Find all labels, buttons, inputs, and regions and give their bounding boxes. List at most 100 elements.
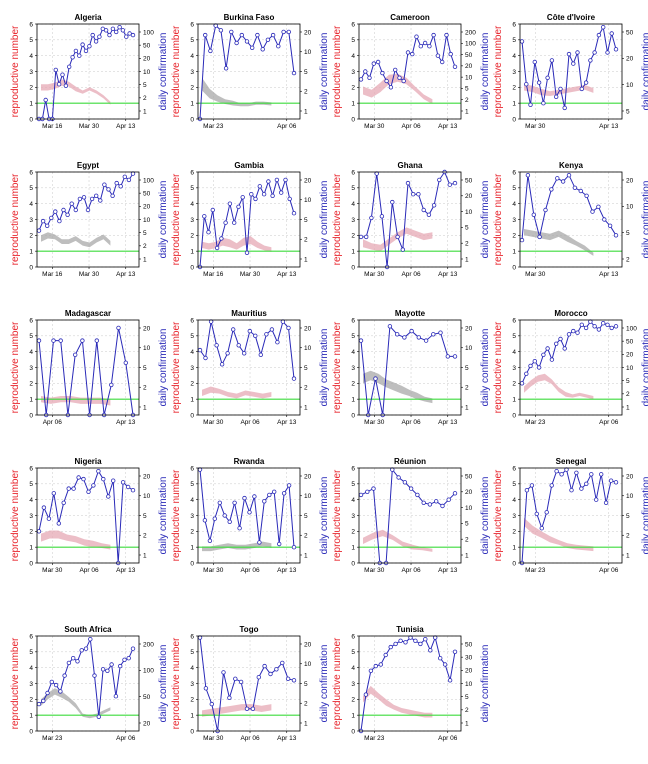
right-tick-label: 10 [143,217,151,224]
daily-point [275,340,280,345]
daily-point [446,497,451,502]
left-tick-label: 3 [512,217,516,224]
daily-point [89,196,95,202]
daily-point [66,486,71,491]
left-tick-label: 0 [512,116,516,123]
left-tick-label: 1 [29,396,33,403]
daily-point [452,649,458,654]
daily-point [358,338,364,343]
panel-kenya: Kenya 0 1 2 3 4 5 6 2 5 10 20 Mar 30 Apr 13 reproducti… [493,161,648,278]
daily-point [613,47,619,52]
daily-point [85,207,91,213]
daily-point [384,78,389,84]
daily-point [427,44,432,49]
left-tick-label: 1 [190,248,194,255]
daily-point [70,656,76,661]
left-tick-label: 0 [190,560,194,567]
x-tick-label: Apr 13 [438,123,458,130]
daily-point [286,29,291,35]
daily-point [373,376,378,381]
left-tick-label: 4 [29,665,33,672]
x-tick-label: Apr 06 [401,123,421,130]
daily-point [447,182,452,187]
daily-point [571,61,576,66]
panel-title: Mauritius [231,309,267,318]
left-tick-label: 0 [190,116,194,123]
right-tick-label: 1 [626,404,630,411]
daily-point [601,25,606,30]
daily-point [452,354,458,359]
panel-ghana: Ghana 0 1 2 3 4 5 6 1 2 5 10 20 50 Mar 30 Apr 06 Apr 13 r… [332,161,491,278]
daily-point [369,215,374,221]
daily-point [400,247,405,252]
right-tick-label: 10 [304,661,312,668]
daily-point [210,207,215,213]
right-tick-label: 20 [143,720,151,727]
daily-point [423,637,428,642]
daily-point [558,336,563,342]
left-tick-label: 4 [190,497,194,504]
right-tick-label: 50 [465,473,473,480]
left-axis-label: reproductive number [493,321,504,413]
daily-point [413,638,418,643]
daily-point [544,510,549,515]
daily-point [539,526,544,531]
rt-band [524,517,594,552]
daily-point [120,28,126,33]
daily-point [257,540,262,545]
left-tick-label: 6 [351,169,355,176]
left-tick-label: 0 [351,560,355,567]
left-tick-label: 5 [29,481,33,488]
right-axis-label: daily confirmation [158,477,169,555]
daily-point [398,638,403,643]
right-tick-label: 2 [465,97,469,104]
daily-point [76,475,81,480]
right-axis-label: daily confirmation [641,477,648,555]
left-tick-label: 3 [512,69,516,76]
panel-title: Senegal [556,457,587,466]
daily-point [244,39,250,44]
daily-point [238,679,244,685]
right-tick-label: 20 [465,63,473,70]
left-tick-label: 1 [190,396,194,403]
right-tick-label: 2 [143,533,147,540]
right-tick-label: 20 [304,641,312,648]
right-tick-label: 2 [304,385,308,392]
daily-point [61,207,66,213]
left-tick-label: 4 [351,497,355,504]
daily-point [77,53,82,58]
left-tick-label: 1 [512,544,516,551]
left-tick-label: 6 [29,633,33,640]
daily-point [62,673,67,678]
daily-point [613,324,619,329]
panel-title: Algeria [74,13,102,22]
daily-point [416,335,421,340]
x-tick-label: Mar 30 [79,123,100,130]
daily-point [230,327,236,332]
right-tick-label: 2 [304,237,308,244]
rt-band [363,227,433,252]
daily-point [428,648,433,653]
daily-point [51,491,56,496]
right-tick-label: 50 [465,52,473,59]
daily-point [528,363,533,369]
panel-rwanda: Rwanda 0 1 2 3 4 5 6 1 2 5 10 20 Mar 30 Apr 06 Apr 13 re… [171,457,330,574]
left-axis-label: reproductive number [332,173,343,265]
panel-title: Ghana [398,161,423,170]
right-tick-label: 10 [465,74,473,81]
left-tick-label: 5 [512,185,516,192]
x-tick-label: Apr 06 [277,123,297,130]
daily-point [231,220,237,225]
daily-point [613,480,619,485]
daily-point [53,209,58,214]
daily-point [549,187,554,192]
x-tick-label: Apr 06 [240,419,260,426]
panel-title: South Africa [64,625,112,634]
rt-band [363,370,433,404]
x-tick-label: Apr 13 [116,271,136,278]
daily-point [286,325,291,331]
daily-point [408,486,414,491]
daily-line [38,470,134,564]
right-axis-label: daily confirmation [641,33,648,111]
daily-point [554,341,559,346]
